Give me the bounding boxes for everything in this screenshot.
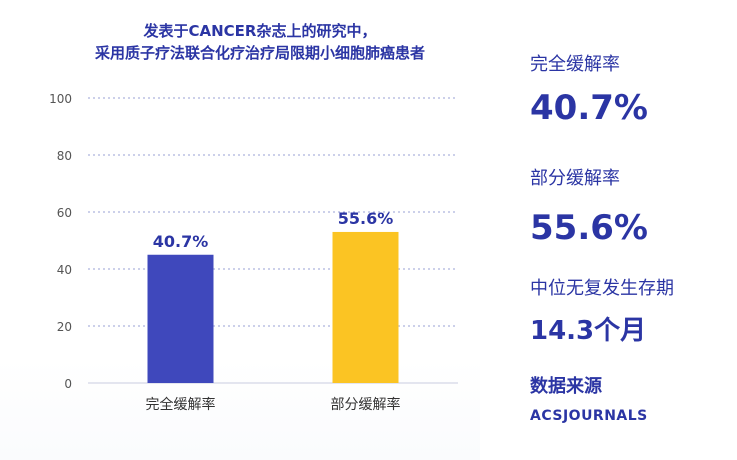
y-tick-label: 100	[49, 92, 72, 106]
data-label: 40.7%	[153, 232, 209, 251]
y-tick-label: 0	[64, 377, 72, 391]
y-tick-label: 60	[57, 206, 72, 220]
x-tick-label: 完全缓解率	[146, 396, 216, 413]
stat-label-complete-response: 完全缓解率	[530, 54, 620, 75]
chart-title: 发表于CANCER杂志上的研究中， 采用质子疗法联合化疗治疗局限期小细胞肺癌患者	[40, 20, 480, 64]
stat-value-complete-response: 40.7%	[530, 88, 648, 128]
data-label: 55.6%	[338, 209, 394, 228]
y-tick-label: 80	[57, 149, 72, 163]
source-title: 数据来源	[530, 376, 602, 397]
bar-chart: 0 20 40 60 80 100 40.7% 完全缓解率 55.6% 部分缓解率	[49, 92, 458, 413]
bar	[147, 254, 214, 383]
stat-value-median-rfs: 14.3个月	[530, 316, 647, 346]
source-value: ACSJOURNALS	[530, 408, 648, 424]
stat-label-partial-response: 部分缓解率	[530, 168, 620, 189]
y-tick-label: 20	[57, 320, 72, 334]
chart-title-line-2: 采用质子疗法联合化疗治疗局限期小细胞肺癌患者	[94, 44, 425, 62]
y-tick-label: 40	[57, 263, 72, 277]
stat-value-partial-response: 55.6%	[530, 208, 648, 248]
bar	[332, 231, 399, 383]
chart-panel: 发表于CANCER杂志上的研究中， 采用质子疗法联合化疗治疗局限期小细胞肺癌患者…	[0, 0, 480, 460]
chart-title-line-1: 发表于CANCER杂志上的研究中，	[143, 22, 377, 40]
x-tick-label: 部分缓解率	[331, 396, 401, 413]
stat-label-median-rfs: 中位无复发生存期	[530, 278, 674, 299]
